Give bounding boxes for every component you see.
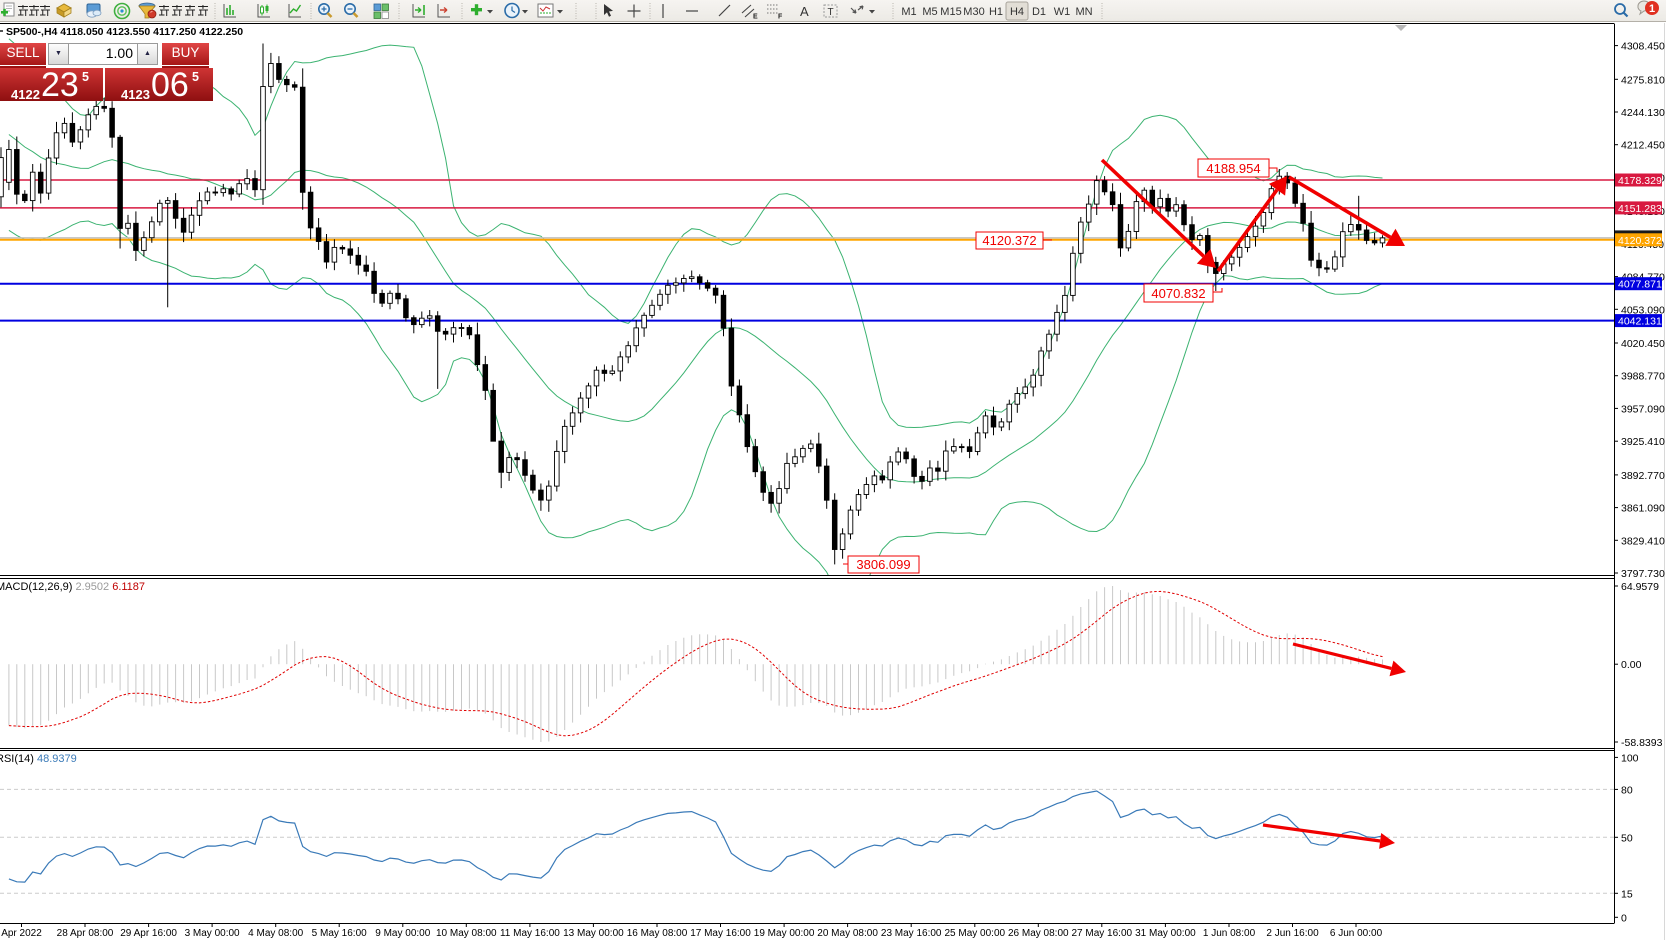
svg-text:4077.871: 4077.871 <box>1618 279 1662 291</box>
svg-text:31 May 00:00: 31 May 00:00 <box>1135 928 1196 939</box>
svg-text:9 May 00:00: 9 May 00:00 <box>375 928 430 939</box>
svg-text:64.9579: 64.9579 <box>1621 581 1659 593</box>
svg-text:H1: H1 <box>989 6 1003 18</box>
svg-text:F: F <box>778 14 783 21</box>
svg-text:4275.810: 4275.810 <box>1621 74 1665 86</box>
svg-text:M15: M15 <box>940 6 961 18</box>
svg-text:M30: M30 <box>963 6 984 18</box>
svg-text:4120.372: 4120.372 <box>982 233 1036 248</box>
svg-text:4070.832: 4070.832 <box>1151 286 1205 301</box>
svg-text:MACD(12,26,9) 2.9502 6.1187: MACD(12,26,9) 2.9502 6.1187 <box>0 581 145 593</box>
svg-text:0.00: 0.00 <box>1621 659 1642 671</box>
svg-text:3806.099: 3806.099 <box>856 557 910 572</box>
svg-text:27 May 16:00: 27 May 16:00 <box>1071 928 1132 939</box>
svg-text:4212.450: 4212.450 <box>1621 140 1665 152</box>
svg-text:3892.770: 3892.770 <box>1621 470 1665 482</box>
svg-text:4188.954: 4188.954 <box>1206 161 1260 176</box>
svg-text:25 May 00:00: 25 May 00:00 <box>944 928 1005 939</box>
svg-text:A: A <box>800 4 809 19</box>
svg-text:3 May 00:00: 3 May 00:00 <box>185 928 240 939</box>
svg-text:23 May 16:00: 23 May 16:00 <box>881 928 942 939</box>
svg-text:4178.329: 4178.329 <box>1618 175 1662 187</box>
svg-text:3988.770: 3988.770 <box>1621 371 1665 383</box>
svg-text:5 May 16:00: 5 May 16:00 <box>312 928 367 939</box>
svg-text:Apr 2022: Apr 2022 <box>1 928 42 939</box>
svg-text:-58.8393: -58.8393 <box>1621 737 1663 749</box>
svg-text:4053.090: 4053.090 <box>1621 304 1665 316</box>
svg-text:0: 0 <box>1621 912 1627 924</box>
svg-text:D1: D1 <box>1032 6 1046 18</box>
svg-text:H4: H4 <box>1010 6 1024 18</box>
svg-text:3925.410: 3925.410 <box>1621 436 1665 448</box>
svg-text:17 May 16:00: 17 May 16:00 <box>690 928 751 939</box>
svg-text:100: 100 <box>1621 752 1639 764</box>
svg-text:RSI(14) 48.9379: RSI(14) 48.9379 <box>0 753 77 765</box>
svg-text:20 May 08:00: 20 May 08:00 <box>817 928 878 939</box>
svg-text:M5: M5 <box>922 6 937 18</box>
svg-text:4020.450: 4020.450 <box>1621 338 1665 350</box>
svg-text:10 May 08:00: 10 May 08:00 <box>436 928 497 939</box>
svg-text:19 May 00:00: 19 May 00:00 <box>754 928 815 939</box>
svg-text:SP500-,H4 4118.050 4123.550 4: SP500-,H4 4118.050 4123.550 4117.250 412… <box>6 26 243 38</box>
svg-text:1 Jun 08:00: 1 Jun 08:00 <box>1203 928 1256 939</box>
svg-text:50: 50 <box>1621 832 1633 844</box>
svg-text:16 May 08:00: 16 May 08:00 <box>627 928 688 939</box>
svg-text:4151.283: 4151.283 <box>1618 203 1662 215</box>
svg-text:13 May 00:00: 13 May 00:00 <box>563 928 624 939</box>
svg-text:4244.130: 4244.130 <box>1621 107 1665 119</box>
svg-text:3829.410: 3829.410 <box>1621 535 1665 547</box>
svg-text:28 Apr 08:00: 28 Apr 08:00 <box>57 928 114 939</box>
svg-text:W1: W1 <box>1054 6 1071 18</box>
svg-text:4 May 08:00: 4 May 08:00 <box>248 928 303 939</box>
svg-text:T: T <box>828 7 834 18</box>
svg-text:1: 1 <box>1649 3 1655 15</box>
svg-text:26 May 08:00: 26 May 08:00 <box>1008 928 1069 939</box>
svg-text:2 Jun 16:00: 2 Jun 16:00 <box>1266 928 1319 939</box>
svg-text:MN: MN <box>1075 6 1092 18</box>
svg-text:80: 80 <box>1621 784 1633 796</box>
svg-text:4120.372: 4120.372 <box>1618 235 1662 247</box>
svg-text:6 Jun 00:00: 6 Jun 00:00 <box>1330 928 1383 939</box>
svg-text:29 Apr 16:00: 29 Apr 16:00 <box>120 928 177 939</box>
svg-text:3797.730: 3797.730 <box>1621 568 1665 580</box>
svg-text:3957.090: 3957.090 <box>1621 403 1665 415</box>
svg-text:E: E <box>753 14 758 21</box>
svg-text:11 May 16:00: 11 May 16:00 <box>500 928 560 939</box>
svg-text:4308.450: 4308.450 <box>1621 41 1665 53</box>
svg-text:M1: M1 <box>901 6 916 18</box>
svg-text:15: 15 <box>1621 888 1633 900</box>
svg-text:4042.131: 4042.131 <box>1618 316 1662 328</box>
svg-text:3861.090: 3861.090 <box>1621 503 1665 515</box>
